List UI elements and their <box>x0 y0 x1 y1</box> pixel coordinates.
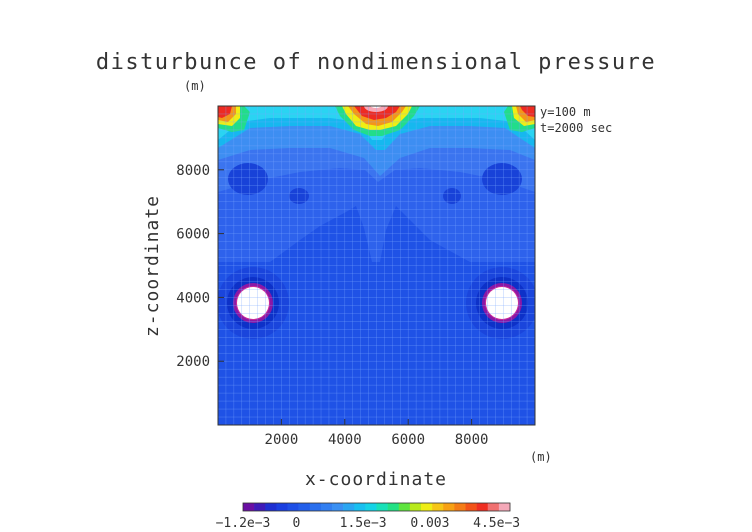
colorbar-tick-label: 4.5e−3 <box>473 516 520 531</box>
x-axis: 2000 4000 6000 8000 <box>265 419 489 448</box>
x-tick-label: 2000 <box>265 432 299 448</box>
peak-center <box>364 106 388 112</box>
colorbar-swatch <box>443 503 455 511</box>
x-tick-label: 6000 <box>391 432 425 448</box>
colorbar-tick-label: 1.5e−3 <box>340 516 387 531</box>
colorbar-swatch <box>376 503 388 511</box>
hole-right <box>486 287 518 319</box>
colorbar-swatch <box>432 503 444 511</box>
colorbar-swatch <box>365 503 377 511</box>
colorbar-swatch <box>276 503 288 511</box>
colorbar-swatch <box>243 503 255 511</box>
y-axis-label: z-coordinate <box>142 195 163 337</box>
low-blob-right <box>482 163 522 195</box>
grid-lines <box>218 106 535 425</box>
plot-frame <box>217 105 536 426</box>
y-tick-label: 8000 <box>176 163 210 179</box>
colorbar-swatch <box>409 503 422 511</box>
low-blob-right-small <box>443 188 461 204</box>
annotation-y: y=100 m <box>540 105 591 119</box>
colorbar-tick-label: 0.003 <box>410 516 449 531</box>
colorbar-labels: −1.2e−3 0 1.5e−3 0.003 4.5e−3 <box>216 516 521 531</box>
x-axis-label: x-coordinate <box>305 469 447 490</box>
colorbar-swatch <box>298 503 311 511</box>
y-tick-label: 2000 <box>176 354 210 370</box>
colorbar-tick-label: −1.2e−3 <box>216 516 271 531</box>
plot-area <box>217 105 536 426</box>
x-tick-label: 4000 <box>328 432 362 448</box>
peak-center-white <box>370 106 382 108</box>
colorbar-swatch <box>343 503 355 511</box>
colorbar-swatch <box>487 503 500 511</box>
colorbar-swatch <box>421 503 433 511</box>
low-left-group <box>218 267 289 339</box>
colorbar-swatch <box>254 503 266 511</box>
x-tick-label: 8000 <box>455 432 489 448</box>
annotation-t: t=2000 sec <box>540 121 612 135</box>
z-unit-label: (m) <box>184 79 206 93</box>
colorbar-swatch <box>354 503 366 511</box>
colorbar-swatch <box>309 503 322 511</box>
colorbar-swatch <box>332 503 344 511</box>
y-tick-label: 4000 <box>176 290 210 306</box>
colorbar-swatch <box>320 503 333 511</box>
chart-title: disturbunce of nondimensional pressure <box>96 50 656 75</box>
low-blob-left-small <box>289 188 309 204</box>
colorbar-swatch <box>465 503 477 511</box>
colorbar-swatch <box>265 503 277 511</box>
colorbar-tick-label: 0 <box>292 516 300 531</box>
colorbar-swatch <box>387 503 400 511</box>
colorbar-swatch <box>498 503 511 511</box>
colorbar <box>242 502 511 512</box>
low-blob-left <box>228 163 268 195</box>
low-right-group <box>466 267 535 339</box>
hole-left <box>237 287 269 319</box>
y-axis: 2000 4000 6000 8000 <box>176 163 224 370</box>
colorbar-swatch <box>398 503 411 511</box>
x-unit-label: (m) <box>530 450 552 464</box>
y-tick-label: 6000 <box>176 227 210 243</box>
colorbar-swatch <box>454 503 466 511</box>
colorbar-swatch <box>476 503 489 511</box>
colorbar-frame <box>242 502 511 512</box>
colorbar-swatch <box>287 503 299 511</box>
